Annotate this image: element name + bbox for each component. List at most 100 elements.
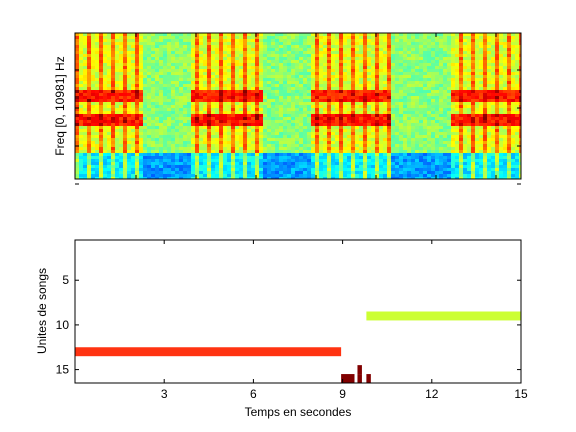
spectrogram-cell — [419, 63, 423, 66]
spectrogram-cell — [299, 60, 303, 63]
spectrogram-cell — [103, 72, 107, 75]
spectrogram-cell — [419, 120, 423, 123]
spectrogram-cell — [471, 171, 475, 174]
spectrogram-cell — [179, 117, 183, 120]
spectrogram-cell — [259, 81, 263, 84]
spectrogram-cell — [259, 177, 263, 179]
spectrogram-cell — [451, 42, 455, 45]
spectrogram-cell — [423, 57, 427, 60]
spectrogram-cell — [167, 99, 171, 102]
spectrogram-cell — [383, 168, 387, 171]
spectrogram-cell — [87, 60, 91, 63]
spectrogram-cell — [75, 99, 79, 102]
spectrogram-cell — [291, 105, 295, 108]
spectrogram-cell — [83, 87, 87, 90]
spectrogram-cell — [111, 177, 115, 179]
spectrogram-cell — [423, 168, 427, 171]
spectrogram-cell — [347, 54, 351, 57]
spectrogram-cell — [163, 156, 167, 159]
spectrogram-cell — [195, 147, 199, 150]
spectrogram-cell — [331, 129, 335, 132]
spectrogram-cell — [407, 153, 411, 156]
spectrogram-cell — [143, 120, 147, 123]
spectrogram-cell — [407, 138, 411, 141]
spectrogram-cell — [447, 54, 451, 57]
spectrogram-cell — [459, 90, 463, 93]
spectrogram-cell — [375, 165, 379, 168]
spectrogram-cell — [243, 36, 247, 39]
spectrogram-cell — [123, 60, 127, 63]
spectrogram-cell — [207, 39, 211, 42]
spectrogram-cell — [279, 129, 283, 132]
spectrogram-cell — [115, 174, 119, 177]
spectrogram-cell — [339, 126, 343, 129]
spectrogram-cell — [391, 66, 395, 69]
spectrogram-cell — [379, 126, 383, 129]
spectrogram-cell — [223, 117, 227, 120]
spectrogram-cell — [467, 135, 471, 138]
spectrogram-cell — [439, 63, 443, 66]
spectrogram-cell — [159, 39, 163, 42]
spectrogram-cell — [227, 135, 231, 138]
spectrogram-cell — [203, 141, 207, 144]
spectrogram-cell — [263, 90, 267, 93]
spectrogram-cell — [419, 42, 423, 45]
spectrogram-cell — [351, 129, 355, 132]
spectrogram-cell — [135, 99, 139, 102]
spectrogram-cell — [171, 45, 175, 48]
spectrogram-cell — [111, 165, 115, 168]
spectrogram-cell — [335, 135, 339, 138]
spectrogram-cell — [187, 165, 191, 168]
spectrogram-cell — [287, 99, 291, 102]
spectrogram-cell — [315, 90, 319, 93]
spectrogram-cell — [151, 102, 155, 105]
spectrogram-cell — [79, 72, 83, 75]
spectrogram-cell — [467, 54, 471, 57]
spectrogram-cell — [79, 123, 83, 126]
spectrogram-cell — [335, 63, 339, 66]
spectrogram-cell — [371, 42, 375, 45]
spectrogram-cell — [83, 114, 87, 117]
spectrogram-cell — [359, 174, 363, 177]
spectrogram-cell — [95, 87, 99, 90]
spectrogram-cell — [331, 57, 335, 60]
spectrogram-cell — [359, 171, 363, 174]
spectrogram-cell — [167, 117, 171, 120]
spectrogram-cell — [383, 51, 387, 54]
spectrogram-cell — [323, 105, 327, 108]
spectrogram-cell — [415, 135, 419, 138]
spectrogram-cell — [119, 135, 123, 138]
spectrogram-cell — [119, 144, 123, 147]
spectrogram-cell — [167, 81, 171, 84]
spectrogram-cell — [199, 159, 203, 162]
spectrogram-cell — [275, 165, 279, 168]
spectrogram-cell — [403, 138, 407, 141]
spectrogram-cell — [119, 39, 123, 42]
spectrogram-cell — [87, 45, 91, 48]
spectrogram-cell — [215, 84, 219, 87]
spectrogram-cell — [371, 57, 375, 60]
spectrogram-cell — [447, 105, 451, 108]
spectrogram-cell — [343, 108, 347, 111]
spectrogram-cell — [151, 114, 155, 117]
spectrogram-cell — [175, 66, 179, 69]
spectrogram-cell — [431, 141, 435, 144]
spectrogram-cell — [239, 57, 243, 60]
spectrogram-cell — [263, 93, 267, 96]
spectrogram-cell — [307, 114, 311, 117]
spectrogram-cell — [119, 81, 123, 84]
spectrogram-cell — [351, 141, 355, 144]
spectrogram-cell — [87, 177, 91, 179]
spectrogram-cell — [467, 120, 471, 123]
spectrogram-cell — [363, 102, 367, 105]
spectrogram-cell — [123, 123, 127, 126]
spectrogram-cell — [111, 93, 115, 96]
spectrogram-cell — [291, 171, 295, 174]
spectrogram-cell — [255, 69, 259, 72]
spectrogram-cell — [395, 63, 399, 66]
spectrogram-cell — [99, 129, 103, 132]
spectrogram-cell — [251, 102, 255, 105]
spectrogram-cell — [275, 81, 279, 84]
spectrogram-cell — [343, 45, 347, 48]
